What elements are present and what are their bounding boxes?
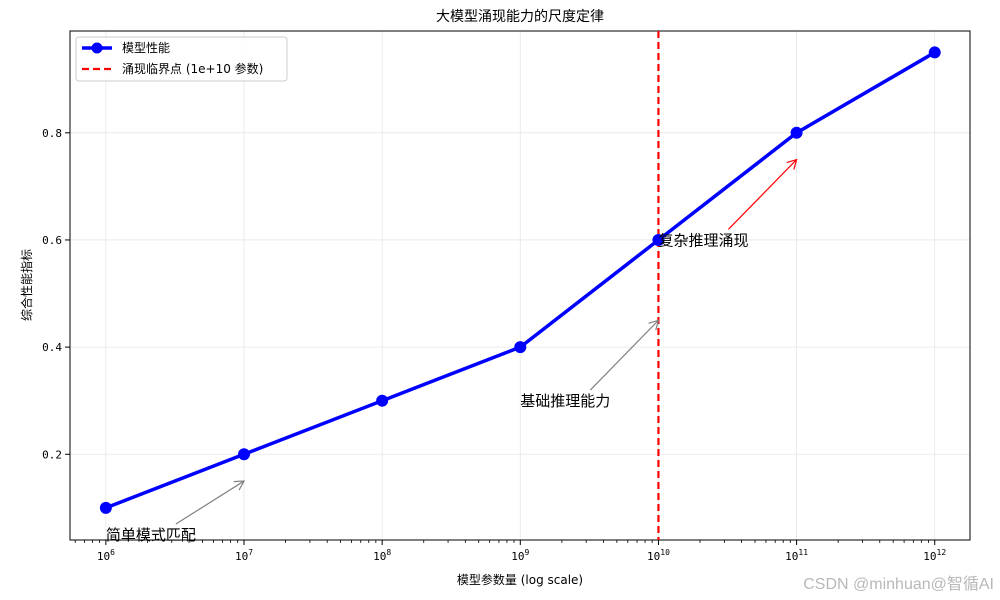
x-tick-label: 1012 [923, 548, 946, 563]
x-tick-exponent: 11 [798, 548, 808, 557]
data-point [790, 126, 803, 139]
data-point [376, 394, 389, 407]
y-tick-label: 0.2 [42, 448, 62, 461]
data-point [514, 341, 527, 354]
grid-lines [70, 31, 970, 540]
watermark: CSDN @minhuan@智循AI [803, 575, 994, 593]
legend: 模型性能 涌现临界点 (1e+10 参数) [75, 36, 288, 82]
y-tick-label: 0.8 [42, 127, 62, 140]
x-tick-exponent: 7 [248, 548, 253, 557]
x-tick-base: 10 [511, 550, 524, 563]
data-point [652, 233, 665, 246]
annotation-label: 简单模式匹配 [106, 526, 196, 544]
annotation-arrow [728, 158, 798, 230]
legend-series-label: 模型性能 [122, 41, 170, 55]
x-tick-base: 10 [647, 550, 660, 563]
y-axis-label: 综合性能指标 [19, 249, 34, 321]
x-tick-base: 10 [785, 550, 798, 563]
series-points [99, 46, 941, 514]
x-axis: 106 107 108 109 1010 1011 1012 [74, 540, 946, 563]
x-tick-base: 10 [373, 550, 386, 563]
annotations: 简单模式匹配 基础推理能力 复杂推理涌现 [106, 158, 798, 544]
x-tick-base: 10 [97, 550, 110, 563]
data-point [99, 501, 112, 514]
annotation-arrow [589, 319, 660, 391]
data-point [238, 448, 251, 461]
x-tick-exponent: 10 [660, 548, 670, 557]
x-tick-exponent: 8 [386, 548, 391, 557]
x-tick-base: 10 [235, 550, 248, 563]
x-tick-label: 106 [97, 548, 115, 563]
x-tick-exponent: 6 [110, 548, 115, 557]
y-tick-label: 0.4 [42, 341, 62, 354]
annotation-label: 复杂推理涌现 [658, 231, 748, 249]
x-tick-label: 108 [373, 548, 391, 563]
x-axis-label: 模型参数量 (log scale) [457, 572, 583, 587]
y-axis: 0.2 0.4 0.6 0.8 [42, 127, 70, 461]
x-tick-label: 1011 [785, 548, 808, 563]
x-tick-exponent: 12 [937, 548, 947, 557]
chart-title: 大模型涌现能力的尺度定律 [436, 9, 604, 25]
annotation-label: 基础推理能力 [520, 392, 610, 410]
annotation-arrow [175, 480, 246, 525]
x-tick-base: 10 [923, 550, 936, 563]
x-tick-label: 1010 [647, 548, 670, 563]
legend-series-marker-swatch [91, 42, 103, 54]
y-tick-label: 0.6 [42, 234, 62, 247]
data-point [928, 46, 941, 59]
x-tick-label: 109 [511, 548, 529, 563]
legend-vline-label: 涌现临界点 (1e+10 参数) [122, 61, 263, 76]
x-tick-exponent: 9 [525, 548, 530, 557]
x-tick-label: 107 [235, 548, 253, 563]
legend-box [75, 36, 288, 82]
